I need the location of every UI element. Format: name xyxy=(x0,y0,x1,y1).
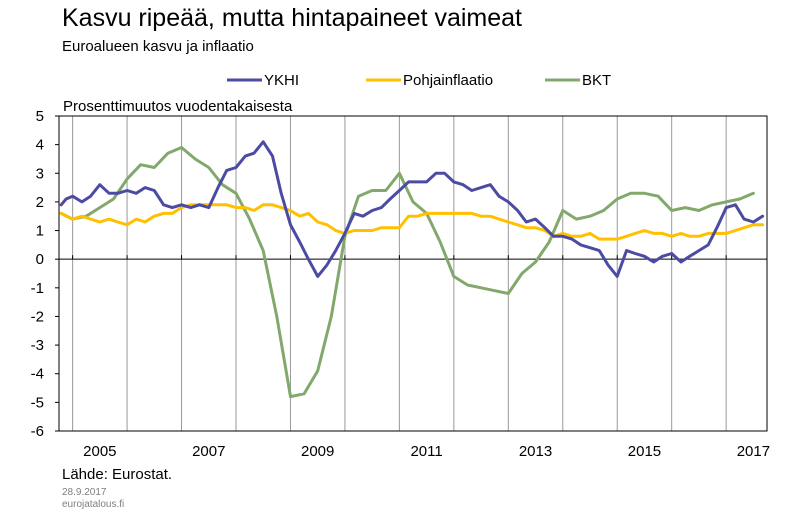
y-tick-label: -2 xyxy=(31,308,44,325)
chart-subtitle: Euroalueen kasvu ja inflaatio xyxy=(62,38,254,55)
legend-label: BKT xyxy=(582,72,611,89)
legend-label: Pohjainflaatio xyxy=(403,72,493,89)
y-axis-label: Prosenttimuutos vuodentakaisesta xyxy=(63,98,293,115)
y-tick-label: -1 xyxy=(31,280,44,297)
x-tick-label: 2009 xyxy=(301,443,334,460)
site-name: eurojatalous.fi xyxy=(62,499,125,510)
y-tick-label: 5 xyxy=(36,108,44,125)
x-tick-label: 2015 xyxy=(628,443,661,460)
plot-area-frame xyxy=(58,115,768,432)
y-tick-label: -4 xyxy=(31,366,44,383)
x-tick-label: 2011 xyxy=(410,443,442,460)
source-note: Lähde: Eurostat. xyxy=(62,466,173,483)
y-tick-label: 1 xyxy=(36,223,44,240)
x-tick-label: 2005 xyxy=(83,443,116,460)
series-line-bkt xyxy=(59,146,755,399)
x-tick-label: 2013 xyxy=(519,443,552,460)
publish-date: 28.9.2017 xyxy=(62,487,107,498)
y-tick-label: 3 xyxy=(36,165,44,182)
y-tick-label: -6 xyxy=(31,423,44,440)
chart-title: Kasvu ripeää, mutta hintapaineet vaimeat xyxy=(62,4,522,32)
y-tick-label: 2 xyxy=(36,194,44,211)
x-tick-label: 2017 xyxy=(737,443,770,460)
series-line-pohjainflaatio xyxy=(59,203,765,241)
y-tick-label: 0 xyxy=(36,251,44,268)
y-tick-label: -5 xyxy=(31,394,44,411)
series-line-ykhi xyxy=(59,140,765,278)
x-tick-label: 2007 xyxy=(192,443,225,460)
y-tick-label: 4 xyxy=(36,137,44,154)
y-tick-label: -3 xyxy=(31,337,44,354)
legend-label: YKHI xyxy=(264,72,299,89)
